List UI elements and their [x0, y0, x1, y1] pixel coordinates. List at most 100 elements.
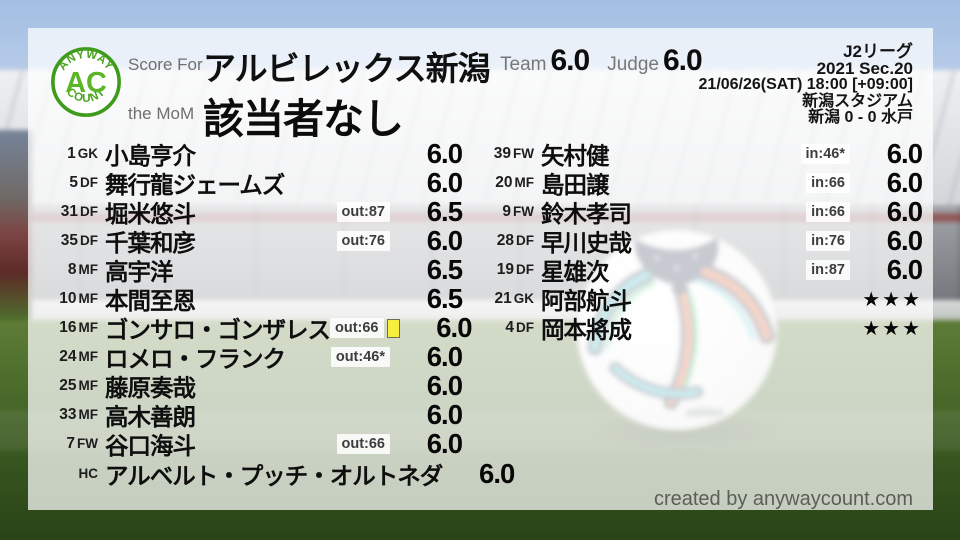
player-number: 20	[495, 173, 513, 191]
starter-row: 31 DF 堀米悠斗 out:87 6.5	[52, 195, 463, 227]
team-score-label: Team	[500, 54, 547, 75]
starters-list: 1 GK 小島亨介 6.0 5 DF 舞行龍ジェームズ 6.0 31 DF 堀米悠斗 …	[52, 137, 516, 489]
player-rating: 6.0	[886, 253, 923, 285]
player-number: 8	[67, 260, 77, 278]
player-position: DF	[80, 232, 98, 248]
player-rating: 6.5	[426, 195, 463, 227]
player-position: DF	[516, 261, 534, 277]
player-position: DF	[516, 320, 534, 336]
player-number: 35	[60, 231, 78, 249]
starter-row: 35 DF 千葉和彦 out:76 6.0	[52, 224, 463, 256]
player-position: FW	[77, 436, 98, 452]
player-position: MF	[78, 349, 99, 365]
score-summary: Team 6.0 Judge 6.0	[500, 44, 703, 78]
player-position: FW	[513, 145, 534, 161]
player-name: 星雄次	[541, 258, 609, 285]
starter-row: 5 DF 舞行龍ジェームズ 6.0	[52, 166, 463, 198]
score-for-label: Score For	[128, 55, 203, 74]
player-name: 鈴木孝司	[541, 200, 632, 227]
player-rating-unused: ★★★	[862, 317, 922, 340]
player-rating: 6.0	[426, 224, 463, 256]
svg-text:COUNT: COUNT	[64, 86, 108, 105]
player-position: MF	[78, 407, 99, 423]
season-section: 2021 Sec.20	[816, 58, 913, 78]
player-rating: 6.0	[886, 137, 923, 169]
anywaycount-logo: ANYWAY COUNT AC	[51, 47, 121, 117]
translucent-panel	[28, 28, 933, 510]
player-number: 10	[59, 290, 77, 308]
mom-label: the MoM	[128, 104, 195, 123]
sub-row: 20 MF 島田譲 in:66 6.0	[492, 166, 923, 198]
sub-in-badge: in:87	[806, 259, 850, 280]
player-rating: 6.0	[426, 166, 463, 198]
player-number: 19	[496, 260, 514, 278]
player-rating: 6.0	[426, 428, 463, 460]
venue: 新潟スタジアム	[802, 92, 913, 110]
player-number: 1	[67, 144, 76, 162]
player-position: HC	[78, 466, 99, 482]
team-name-title: アルビレックス新潟	[203, 50, 491, 87]
player-rating: 6.0	[436, 312, 472, 344]
player-number: 28	[496, 231, 514, 249]
player-number: 25	[59, 377, 77, 395]
player-name: 堀米悠斗	[105, 200, 196, 227]
player-number: 4	[505, 319, 514, 337]
player-name: 藤原奏哉	[105, 375, 196, 402]
player-number: 9	[502, 202, 511, 220]
player-name: 千葉和彦	[105, 229, 196, 256]
player-number: 16	[59, 319, 77, 337]
player-number: 31	[60, 202, 78, 220]
player-number: 5	[69, 173, 78, 191]
match-datetime: 21/06/26(SAT) 18:00 [+09:00]	[698, 76, 913, 94]
logo-center-text: AC	[65, 67, 107, 99]
player-position: MF	[78, 291, 99, 307]
starter-row: 16 MF ゴンサロ・ゴンザレス out:66 6.0	[52, 312, 472, 344]
credit-text: created by anywaycount.com	[653, 488, 913, 510]
player-position: MF	[78, 261, 99, 277]
sub-out-badge: out:66	[330, 318, 384, 339]
sub-out-badge: out:46*	[330, 347, 390, 368]
sub-row: 21 GK 阿部航斗 ★★★	[492, 284, 922, 314]
sub-row: 19 DF 星雄次 in:87 6.0	[492, 253, 923, 285]
player-number: 39	[493, 144, 511, 162]
player-name: 早川史哉	[541, 229, 632, 256]
player-position: DF	[80, 174, 98, 190]
match-result: 新潟 0 - 0 水戸	[808, 109, 913, 127]
player-name: 本間至恩	[105, 288, 196, 315]
player-rating: 6.0	[886, 166, 923, 198]
player-name: ゴンサロ・ゴンザレス	[105, 317, 331, 344]
left-stand-structure	[0, 130, 32, 320]
team-score-value: 6.0	[550, 44, 590, 77]
player-name: 矢村健	[541, 142, 609, 169]
subs-list: 39 FW 矢村健 in:46* 6.0 20 MF 島田譲 in:66 6.0 9…	[492, 137, 923, 344]
sub-in-badge: in:76	[806, 230, 850, 251]
starter-row: 24 MF ロメロ・フランク out:46* 6.0	[52, 341, 463, 373]
coach-rating: 6.0	[479, 457, 515, 489]
player-name: ロメロ・フランク	[105, 346, 286, 373]
player-rating: 6.0	[426, 370, 463, 402]
match-info: J2リーグ 2021 Sec.20 21/06/26(SAT) 18:00 [+…	[698, 43, 913, 127]
sub-row: 4 DF 岡本將成 ★★★	[492, 314, 922, 343]
sub-row: 28 DF 早川史哉 in:76 6.0	[492, 225, 923, 256]
player-name: 高木善朗	[105, 404, 196, 431]
starter-row: 8 MF 高宇洋 6.5	[52, 253, 463, 285]
coach-row: HC アルベルト・プッチ・オルトネダ 6.0	[52, 458, 516, 489]
sub-out-badge: out:66	[336, 434, 390, 455]
starter-row: 33 MF 高木善朗 6.0	[52, 399, 463, 431]
player-name: 島田譲	[541, 171, 609, 198]
starter-row: 1 GK 小島亨介 6.0	[52, 137, 463, 169]
starter-row: 10 MF 本間至恩 6.5	[52, 283, 463, 315]
player-rating: 6.0	[426, 341, 463, 373]
sub-row: 39 FW 矢村健 in:46* 6.0	[492, 137, 923, 169]
mom-value: 該当者なし	[203, 96, 404, 142]
starter-row: 25 MF 藤原奏哉 6.0	[52, 370, 463, 402]
yellow-card-icon	[386, 318, 400, 338]
sub-in-badge: in:66	[806, 172, 850, 193]
player-name: 高宇洋	[105, 258, 173, 285]
sub-row: 9 FW 鈴木孝司 in:66 6.0	[492, 196, 923, 227]
player-rating: 6.0	[426, 137, 463, 169]
sub-in-badge: in:46*	[800, 143, 850, 164]
player-rating: 6.5	[426, 253, 463, 285]
player-position: MF	[514, 174, 535, 190]
player-name: 舞行龍ジェームズ	[105, 171, 285, 198]
